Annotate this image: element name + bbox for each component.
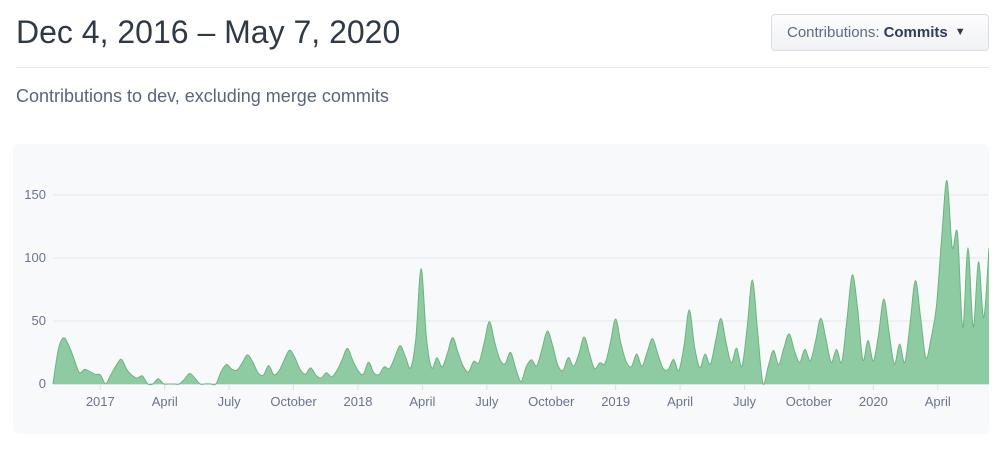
svg-text:April: April	[152, 394, 178, 409]
svg-text:2020: 2020	[859, 394, 888, 409]
svg-text:April: April	[667, 394, 693, 409]
svg-text:2017: 2017	[86, 394, 115, 409]
svg-text:50: 50	[32, 313, 46, 328]
svg-text:October: October	[786, 394, 833, 409]
svg-text:October: October	[528, 394, 575, 409]
svg-text:October: October	[270, 394, 317, 409]
svg-text:July: July	[733, 394, 757, 409]
svg-text:April: April	[925, 394, 951, 409]
svg-text:2019: 2019	[601, 394, 630, 409]
svg-text:2018: 2018	[344, 394, 373, 409]
svg-text:July: July	[218, 394, 242, 409]
svg-text:0: 0	[39, 376, 46, 391]
svg-text:July: July	[475, 394, 499, 409]
svg-text:100: 100	[24, 250, 46, 265]
svg-text:April: April	[409, 394, 435, 409]
svg-text:150: 150	[24, 187, 46, 202]
